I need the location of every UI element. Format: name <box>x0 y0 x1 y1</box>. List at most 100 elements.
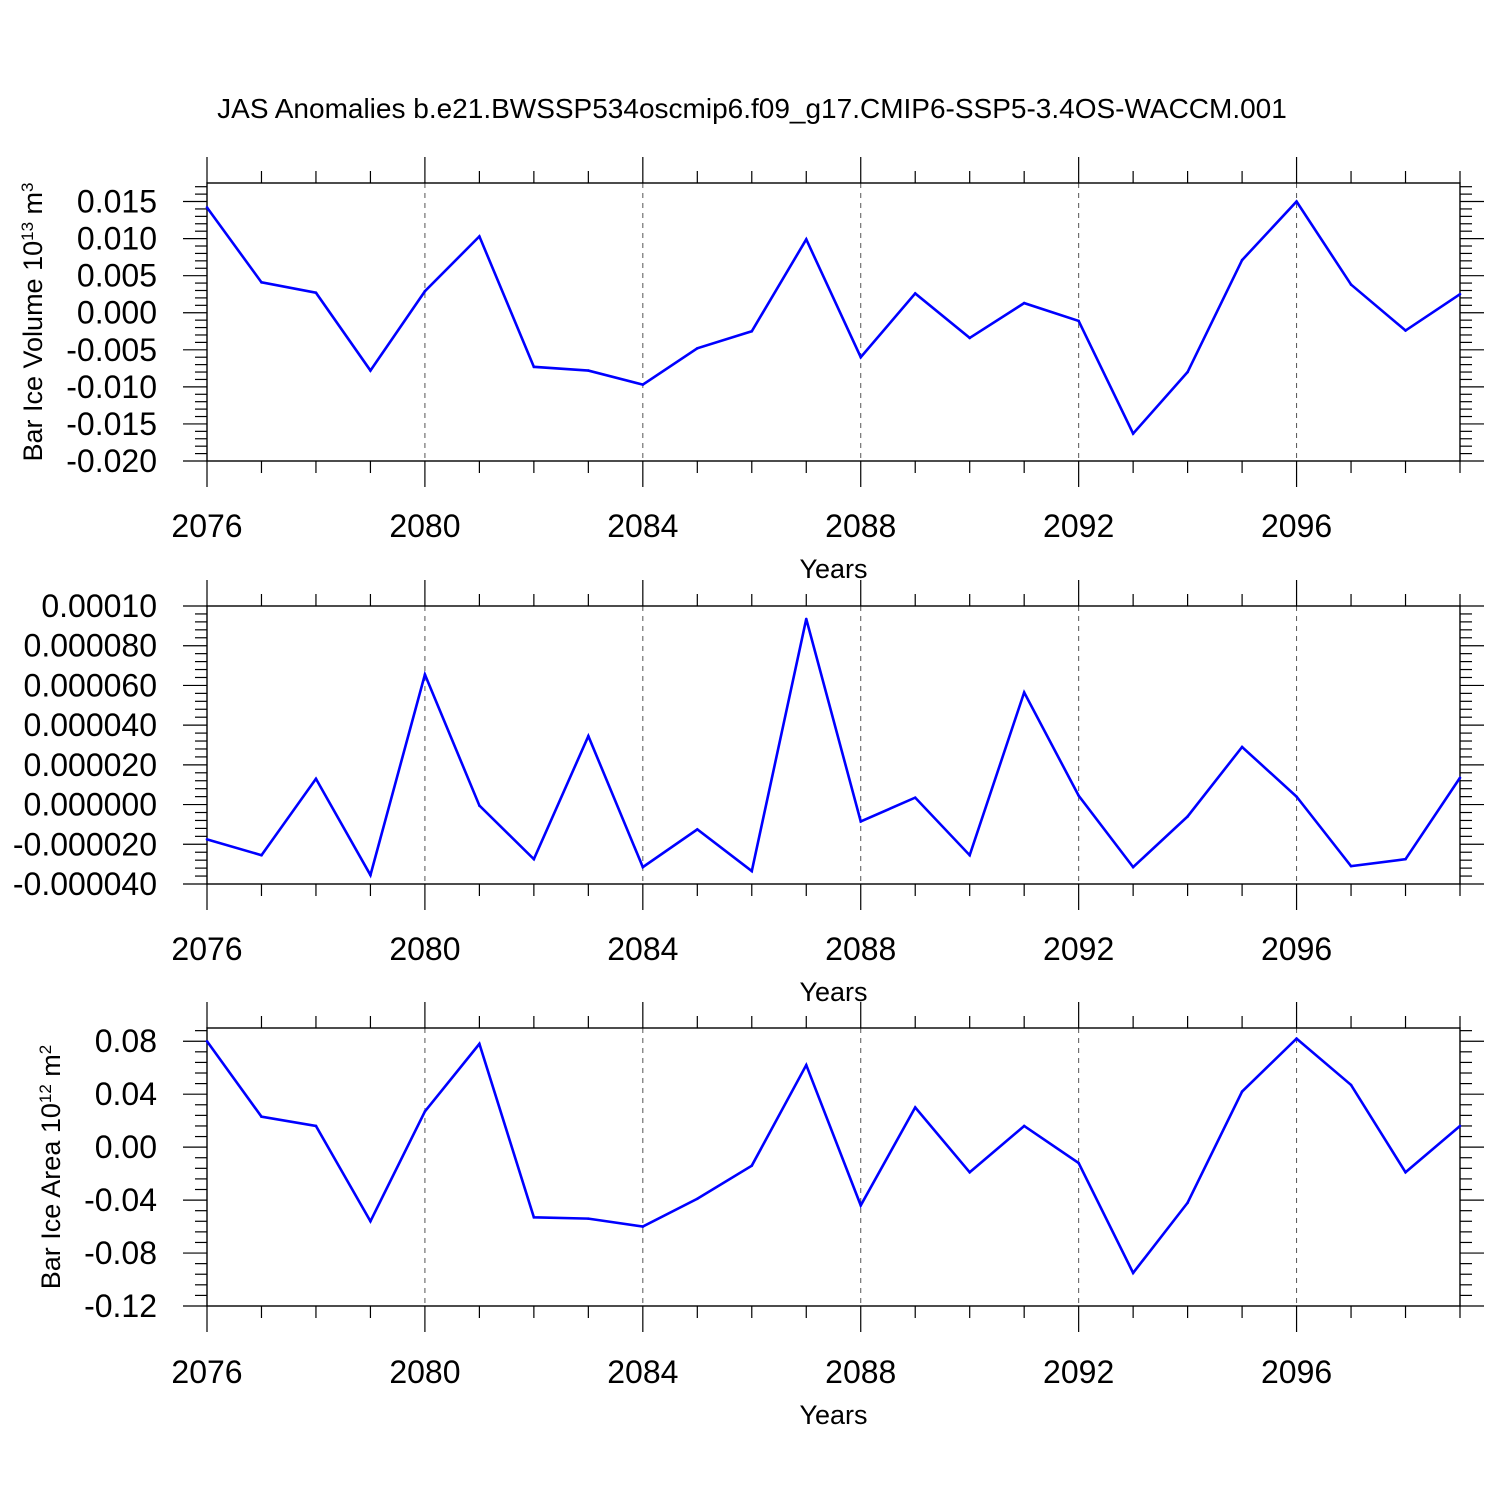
data-point <box>859 820 863 823</box>
data-point <box>1349 1083 1353 1087</box>
x-tick-label: 2076 <box>171 931 242 967</box>
y-axis-label: Bar Ice Volume 1013 m3 <box>18 182 49 461</box>
data-point <box>1240 745 1244 749</box>
data-point <box>641 1225 645 1228</box>
x-axis-label: Years <box>799 554 867 584</box>
data-point <box>423 673 427 676</box>
y-axis-label-text: Bar Ice Volume 10 <box>18 241 48 462</box>
data-point <box>804 238 808 241</box>
x-tick-label: 2088 <box>825 1354 896 1390</box>
data-point <box>1349 864 1353 868</box>
x-axis-label: Years <box>799 977 867 1007</box>
y-tick-label: -0.015 <box>66 406 157 442</box>
x-tick-label: 2080 <box>389 931 460 967</box>
data-point <box>859 355 863 359</box>
data-point <box>478 235 481 238</box>
x-tick-label: 2088 <box>825 931 896 967</box>
data-point <box>1022 1124 1026 1128</box>
data-point <box>587 734 590 738</box>
data-point <box>968 336 971 340</box>
data-point <box>1404 1170 1407 1174</box>
y-tick-label: 0.010 <box>77 221 157 257</box>
x-tick-label: 2096 <box>1261 1354 1332 1390</box>
x-axis-label: Years <box>799 1400 867 1430</box>
data-point <box>913 292 917 295</box>
figure-title: JAS Anomalies b.e21.BWSSP534oscmip6.f09_… <box>217 93 1287 124</box>
data-point <box>1458 1124 1462 1128</box>
data-point <box>1240 1090 1244 1093</box>
y-tick-label: 0.04 <box>95 1076 157 1112</box>
y-tick-label: 0.000060 <box>24 667 157 703</box>
y-axis-label-superscript: 3 <box>18 182 37 191</box>
series-line <box>206 618 1462 879</box>
data-point <box>478 804 481 807</box>
y-tick-label: -0.08 <box>84 1235 157 1271</box>
data-point <box>750 329 754 333</box>
x-tick-label: 2092 <box>1043 931 1114 967</box>
y-axis-label-superscript: 12 <box>36 1084 55 1103</box>
data-point <box>641 383 645 386</box>
y-tick-label: 0.00010 <box>41 588 157 624</box>
data-point <box>314 777 318 781</box>
data-point <box>804 617 808 621</box>
data-point <box>1077 319 1080 323</box>
y-tick-label: -0.04 <box>84 1182 157 1218</box>
data-point <box>205 838 209 841</box>
data-point <box>1404 857 1407 861</box>
x-tick-label: 2092 <box>1043 1354 1114 1390</box>
y-axis-label-superscript: 13 <box>18 222 37 241</box>
panels: 2076 2080 2084 2088 2092 20960.0150.0100.0050… <box>13 157 1484 1430</box>
data-point <box>1186 815 1189 818</box>
panel-3: 2076 2080 2084 2088 2092 2096 0.08 0.04 0.00 -0.0… <box>36 1002 1484 1430</box>
data-point <box>913 796 917 799</box>
data-point <box>1131 1271 1135 1275</box>
data-point <box>1077 794 1080 797</box>
data-point <box>369 369 372 372</box>
x-tick-label: 2088 <box>825 508 896 544</box>
y-tick-label: -0.005 <box>66 332 157 368</box>
y-tick-label: -0.000040 <box>13 866 157 902</box>
data-point <box>205 206 209 209</box>
data-point <box>260 281 263 284</box>
y-axis-label-superscript: 2 <box>36 1045 55 1054</box>
plot-frame <box>206 605 1461 885</box>
data-point <box>478 1042 481 1046</box>
data-point <box>1022 691 1026 694</box>
y-axis-label: Bar Ice Area 1012 m2 <box>36 1045 67 1290</box>
y-tick-label: 0.00 <box>95 1129 157 1165</box>
y-axis-label-text: Bar Ice Area 10 <box>36 1103 66 1289</box>
y-tick-label: 0.000040 <box>24 707 157 743</box>
y-tick-label: -0.000020 <box>13 826 157 862</box>
data-point <box>587 1217 590 1220</box>
data-point <box>260 1115 263 1118</box>
data-point <box>1295 1037 1298 1040</box>
data-point <box>750 869 754 873</box>
y-tick-label: 0.000080 <box>24 628 157 664</box>
data-point <box>205 1039 209 1043</box>
y-tick-label: 0.005 <box>77 258 157 294</box>
data-point <box>1458 292 1462 296</box>
series-line <box>205 1036 1461 1276</box>
data-point <box>696 347 699 350</box>
x-tick-label: 2096 <box>1261 508 1332 544</box>
data-point <box>750 1164 754 1167</box>
plot-frame <box>206 182 1461 462</box>
data-point <box>968 1170 971 1174</box>
data-point <box>1240 258 1244 262</box>
plot-frame <box>206 1027 1461 1307</box>
data-point <box>1349 283 1353 286</box>
data-point <box>1458 776 1462 780</box>
data-point <box>1131 865 1135 869</box>
y-tick-label: 0.000020 <box>24 747 157 783</box>
data-point <box>859 1204 863 1207</box>
data-point <box>1186 370 1189 374</box>
data-point <box>314 291 318 295</box>
panel-1: 2076 2080 2084 2088 2092 2096 0.0150.0100.0050… <box>18 157 1484 584</box>
data-point <box>532 1216 536 1219</box>
x-tick-label: 2076 <box>171 508 242 544</box>
data-point <box>369 1219 372 1223</box>
series-line <box>205 199 1461 436</box>
x-tick-label: 2096 <box>1261 931 1332 967</box>
data-point <box>423 1110 427 1113</box>
